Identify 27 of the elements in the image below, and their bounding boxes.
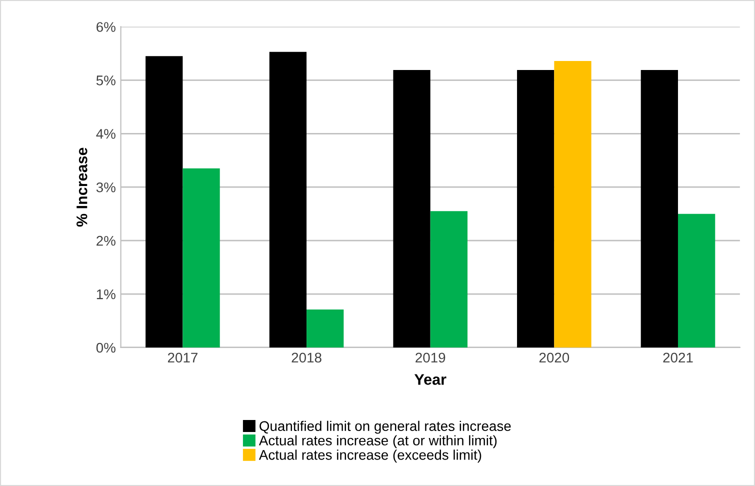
y-tick-label: 6%	[96, 22, 116, 32]
y-tick-label: 5%	[96, 76, 116, 86]
bar	[430, 211, 468, 348]
x-axis-title: Year	[414, 374, 446, 385]
bar	[393, 70, 430, 348]
legend-label: Quantified limit on general rates increase	[260, 420, 511, 434]
bar	[640, 70, 678, 348]
x-tick-label: 2021	[663, 352, 693, 363]
y-tick-label: 2%	[96, 236, 116, 246]
bar	[182, 168, 220, 348]
x-tick-label: 2017	[168, 352, 198, 363]
bar	[517, 70, 554, 348]
bar	[678, 214, 716, 348]
y-tick-label: 1%	[96, 289, 116, 300]
bar	[269, 52, 307, 348]
bar	[306, 310, 344, 348]
bar	[554, 60, 592, 348]
bar	[146, 56, 183, 348]
legend-label: Actual rates increase (exceeds limit)	[258, 450, 482, 463]
y-tick-label: 3%	[96, 182, 116, 192]
y-tick-label: 0%	[96, 342, 116, 353]
y-axis-title: % Increase	[76, 148, 88, 227]
x-tick-label: 2019	[416, 352, 446, 363]
y-tick-label: 4%	[96, 129, 116, 139]
x-tick-label: 2018	[292, 352, 322, 363]
legend-label: Actual rates increase (at or within limit)	[258, 435, 497, 448]
x-tick-label: 2020	[539, 352, 570, 363]
